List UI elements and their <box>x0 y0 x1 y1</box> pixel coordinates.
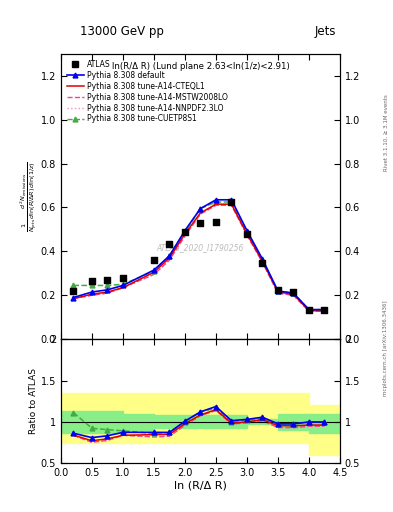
Point <box>213 218 219 226</box>
Point <box>166 240 173 248</box>
X-axis label: ln (R/Δ R): ln (R/Δ R) <box>174 481 227 491</box>
Point <box>244 230 250 238</box>
Point <box>151 256 157 264</box>
Point <box>321 306 328 314</box>
Legend: ATLAS, Pythia 8.308 default, Pythia 8.308 tune-A14-CTEQL1, Pythia 8.308 tune-A14: ATLAS, Pythia 8.308 default, Pythia 8.30… <box>65 57 230 126</box>
Point <box>104 276 110 284</box>
Point <box>290 288 297 296</box>
Y-axis label: $\frac{1}{N_\mathrm{jets}}\frac{d^2N_\mathrm{emissions}}{d\ln(R/\Delta R)\,d\ln(: $\frac{1}{N_\mathrm{jets}}\frac{d^2N_\ma… <box>18 161 39 232</box>
Point <box>182 227 188 236</box>
Point <box>275 286 281 294</box>
Point <box>197 219 204 227</box>
Point <box>228 198 235 206</box>
Text: ATLAS_2020_I1790256: ATLAS_2020_I1790256 <box>157 243 244 252</box>
Text: 13000 GeV pp: 13000 GeV pp <box>80 25 164 37</box>
Text: ln(R/Δ R) (Lund plane 2.63<ln(1/z)<2.91): ln(R/Δ R) (Lund plane 2.63<ln(1/z)<2.91) <box>112 62 289 71</box>
Point <box>306 306 312 314</box>
Text: Rivet 3.1.10, ≥ 3.1M events: Rivet 3.1.10, ≥ 3.1M events <box>384 95 388 172</box>
Point <box>120 273 126 282</box>
Y-axis label: Ratio to ATLAS: Ratio to ATLAS <box>29 368 38 434</box>
Point <box>70 287 77 295</box>
Text: Jets: Jets <box>314 25 336 37</box>
Text: mcplots.cern.ch [arXiv:1306.3436]: mcplots.cern.ch [arXiv:1306.3436] <box>384 301 388 396</box>
Point <box>259 260 266 268</box>
Point <box>89 277 95 285</box>
